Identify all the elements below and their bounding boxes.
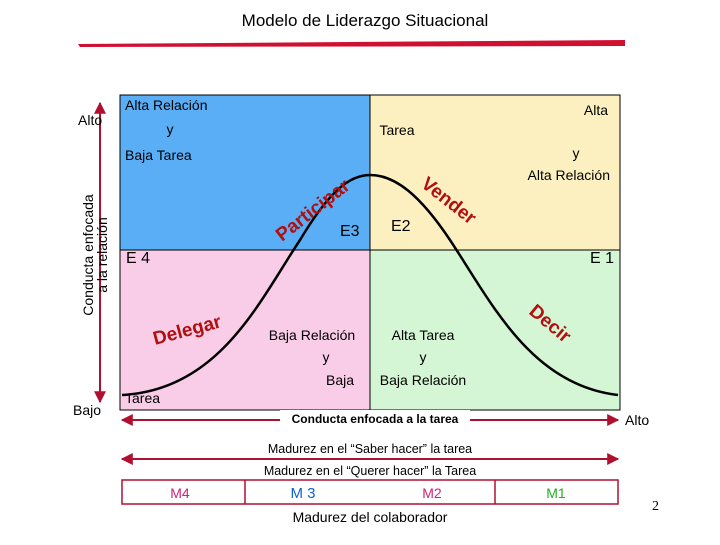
quad-text: y — [573, 145, 580, 161]
y-label: Conducta enfocada — [80, 194, 96, 316]
maturity-querer: Madurez en el “Querer hacer” la Tarea — [264, 464, 476, 478]
quadrant-tr — [370, 95, 620, 250]
quad-text: Baja Relación — [269, 327, 355, 343]
quadrant-tl — [120, 95, 370, 250]
x-label: Conducta enfocada a la tarea — [292, 412, 459, 426]
quad-text: Tarea — [125, 390, 160, 406]
maturity-level: M 3 — [290, 485, 315, 502]
quad-text: Alta Tarea — [392, 327, 455, 343]
quad-text: y — [323, 349, 330, 365]
label-bg — [280, 410, 470, 426]
title-underline — [78, 40, 625, 47]
y-low: Bajo — [73, 402, 101, 418]
maturity-level: M2 — [422, 485, 442, 501]
maturity-level: M4 — [170, 485, 190, 501]
quad-text: y — [167, 121, 174, 137]
quad-text: Alta Relación — [528, 167, 611, 183]
quad-text: Baja Relación — [380, 372, 466, 388]
quad-text: y — [420, 349, 427, 365]
quad-text: Alta Relación — [125, 97, 208, 113]
maturity-saber: Madurez en el “Saber hacer” la tarea — [268, 442, 472, 456]
quadrant-bl — [120, 250, 370, 410]
quad-text: Tarea — [379, 122, 414, 138]
y-high: Alto — [78, 112, 102, 128]
maturity-level: M1 — [546, 485, 566, 501]
stage: E3 — [340, 223, 360, 240]
maturity-label: Madurez del colaborador — [293, 509, 448, 525]
quad-text: Baja Tarea — [125, 147, 192, 163]
stage: E 1 — [590, 250, 614, 267]
x-high: Alto — [625, 412, 649, 428]
stage: E 4 — [126, 250, 150, 267]
maturity-box — [121, 479, 619, 505]
page-number: 2 — [652, 499, 659, 514]
quad-text: Baja — [326, 372, 354, 388]
title: Modelo de Liderazgo Situacional — [242, 11, 489, 30]
y-label: a la relación — [94, 217, 110, 293]
quad-text: Alta — [584, 102, 608, 118]
stage: E2 — [391, 218, 411, 235]
curve — [121, 173, 619, 397]
